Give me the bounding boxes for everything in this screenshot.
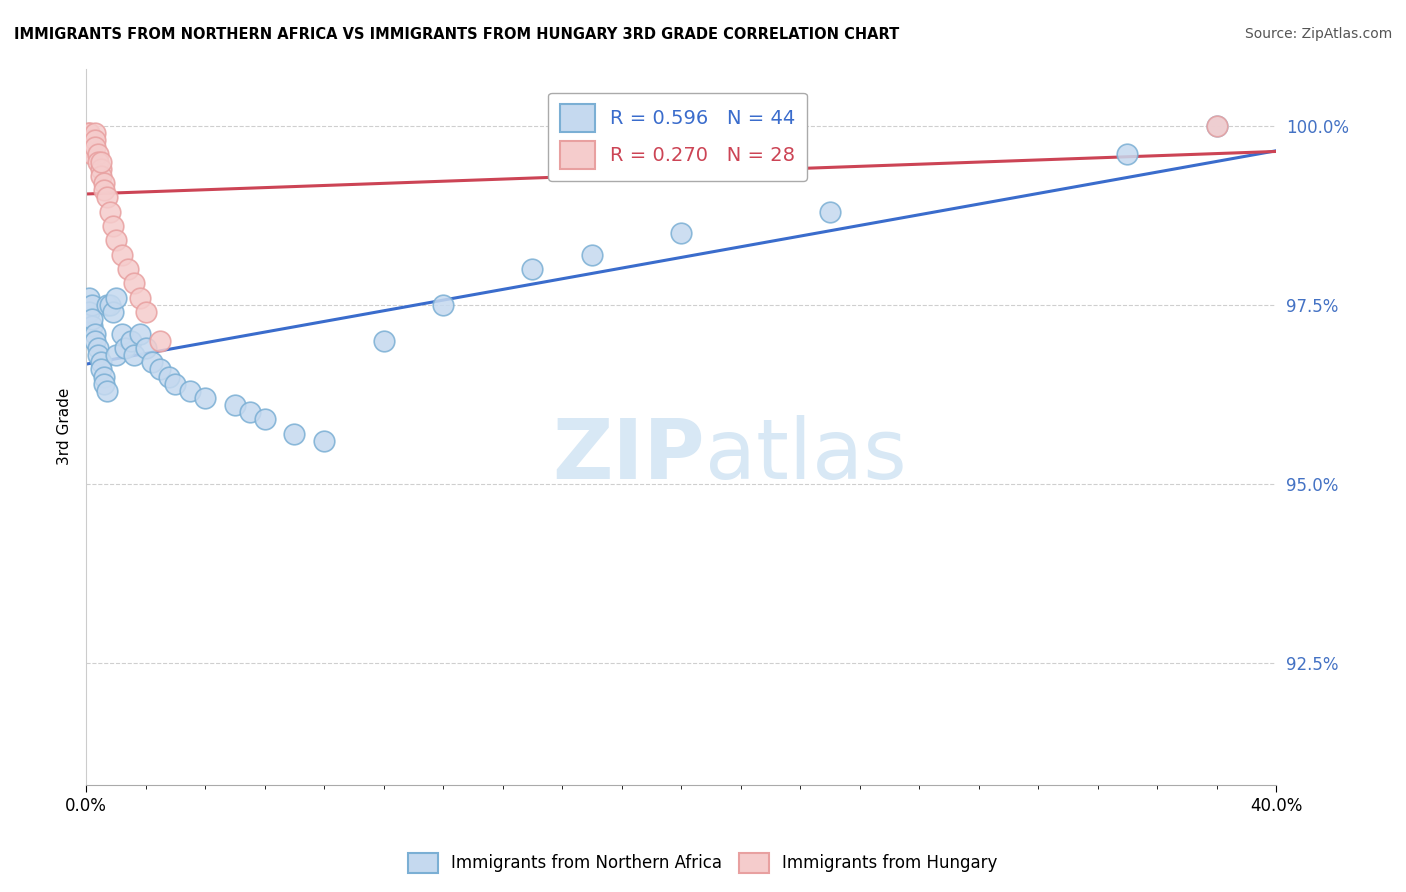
- Point: [80, 312, 103, 326]
- Point: [84, 126, 107, 140]
- Point: [77, 291, 100, 305]
- Point: [93, 183, 115, 197]
- Point: [141, 355, 163, 369]
- Point: [373, 334, 395, 348]
- Point: [80, 298, 103, 312]
- Text: atlas: atlas: [704, 415, 907, 496]
- Point: [77, 140, 100, 154]
- Point: [84, 133, 107, 147]
- Point: [101, 219, 124, 233]
- Point: [87, 147, 110, 161]
- Point: [120, 334, 142, 348]
- Point: [283, 426, 305, 441]
- Point: [80, 147, 103, 161]
- Point: [117, 262, 139, 277]
- Point: [87, 154, 110, 169]
- Point: [135, 341, 157, 355]
- Text: Source: ZipAtlas.com: Source: ZipAtlas.com: [1244, 27, 1392, 41]
- Point: [84, 334, 107, 348]
- Point: [84, 140, 107, 154]
- Point: [157, 369, 180, 384]
- Point: [80, 140, 103, 154]
- Point: [224, 398, 246, 412]
- Point: [77, 126, 100, 140]
- Point: [581, 248, 603, 262]
- Point: [84, 326, 107, 341]
- Point: [1116, 147, 1139, 161]
- Point: [312, 434, 335, 448]
- Point: [669, 226, 692, 240]
- Point: [253, 412, 276, 426]
- Point: [165, 376, 187, 391]
- Point: [128, 291, 150, 305]
- Point: [87, 341, 110, 355]
- Point: [77, 133, 100, 147]
- Point: [80, 319, 103, 334]
- Point: [128, 326, 150, 341]
- Legend: Immigrants from Northern Africa, Immigrants from Hungary: Immigrants from Northern Africa, Immigra…: [402, 847, 1004, 880]
- Text: IMMIGRANTS FROM NORTHERN AFRICA VS IMMIGRANTS FROM HUNGARY 3RD GRADE CORRELATION: IMMIGRANTS FROM NORTHERN AFRICA VS IMMIG…: [14, 27, 900, 42]
- Point: [111, 248, 134, 262]
- Point: [90, 169, 112, 183]
- Text: ZIP: ZIP: [553, 415, 704, 496]
- Point: [1205, 119, 1227, 133]
- Point: [179, 384, 201, 398]
- Point: [90, 161, 112, 176]
- Point: [93, 176, 115, 190]
- Point: [104, 291, 127, 305]
- Point: [818, 204, 841, 219]
- Point: [194, 391, 217, 405]
- Point: [101, 305, 124, 319]
- Point: [432, 298, 454, 312]
- Point: [114, 341, 136, 355]
- Point: [135, 305, 157, 319]
- Point: [149, 334, 172, 348]
- Point: [96, 384, 118, 398]
- Point: [522, 262, 544, 277]
- Point: [87, 348, 110, 362]
- Point: [90, 355, 112, 369]
- Point: [77, 305, 100, 319]
- Point: [122, 277, 145, 291]
- Point: [77, 126, 100, 140]
- Point: [111, 326, 134, 341]
- Legend: R = 0.596   N = 44, R = 0.270   N = 28: R = 0.596 N = 44, R = 0.270 N = 28: [548, 93, 807, 181]
- Point: [90, 154, 112, 169]
- Point: [122, 348, 145, 362]
- Point: [239, 405, 262, 419]
- Point: [80, 133, 103, 147]
- Point: [96, 298, 118, 312]
- Point: [96, 190, 118, 204]
- Point: [98, 298, 121, 312]
- Point: [93, 376, 115, 391]
- Point: [104, 348, 127, 362]
- Point: [104, 234, 127, 248]
- Y-axis label: 3rd Grade: 3rd Grade: [58, 388, 72, 466]
- Point: [93, 369, 115, 384]
- Point: [98, 204, 121, 219]
- Point: [90, 362, 112, 376]
- Point: [149, 362, 172, 376]
- Point: [1205, 119, 1227, 133]
